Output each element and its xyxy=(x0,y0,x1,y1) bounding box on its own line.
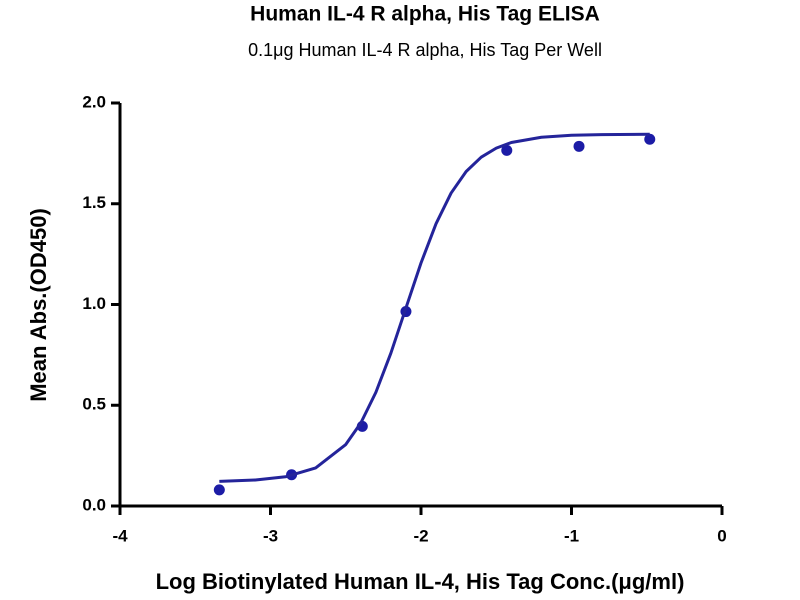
data-point xyxy=(573,140,585,152)
x-tick-label: -3 xyxy=(263,526,278,545)
y-tick-label: 0.5 xyxy=(82,395,106,414)
x-axis-label: Log Biotinylated Human IL-4, His Tag Con… xyxy=(156,569,685,594)
y-tick-label: 0.0 xyxy=(82,495,106,514)
y-tick-label: 2.0 xyxy=(82,92,106,111)
fit-curve xyxy=(219,132,650,483)
data-point xyxy=(644,133,656,145)
chart-title: Human IL-4 R alpha, His Tag ELISA xyxy=(250,3,600,26)
y-axis-label: Mean Abs.(OD450) xyxy=(26,208,51,402)
x-tick-label: -4 xyxy=(112,526,128,545)
x-tick-label: 0 xyxy=(717,526,726,545)
x-tick-label: -1 xyxy=(564,526,579,545)
y-tick-label: 1.0 xyxy=(82,294,106,313)
chart-subtitle: 0.1μg Human IL-4 R alpha, His Tag Per We… xyxy=(248,40,602,60)
data-point xyxy=(213,484,225,496)
y-tick-label: 1.5 xyxy=(82,193,106,212)
x-tick-label: -2 xyxy=(413,526,428,545)
data-point xyxy=(501,144,513,156)
